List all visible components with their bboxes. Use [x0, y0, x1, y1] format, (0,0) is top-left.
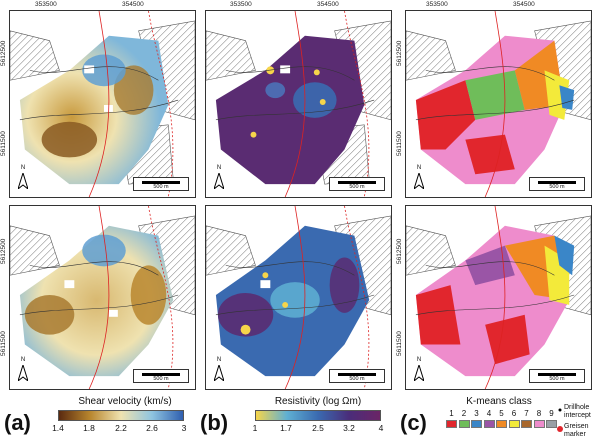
map-panel-kmeans-top: N 500 m: [405, 10, 592, 198]
kmeans-class-swatch: [471, 420, 482, 428]
kmeans-class-number: 9: [549, 409, 554, 418]
y-coord-label: 5612500: [396, 238, 403, 264]
x-coord-label: 353500: [426, 1, 448, 8]
y-coord-label: 5611500: [396, 331, 403, 356]
scale-bar-line: [538, 373, 576, 376]
x-coord-label: 354500: [317, 1, 339, 8]
x-coord-label: 353500: [35, 1, 57, 8]
kmeans-class-number: 7: [524, 409, 529, 418]
colorbar-a-tick: 1.8: [83, 423, 95, 433]
kmeans-class-number: 3: [474, 409, 479, 418]
kmeans-class-swatch: [533, 420, 545, 428]
north-label: N: [216, 357, 222, 363]
kmeans-class-swatch: [483, 420, 495, 428]
scale-bar: 500 m: [529, 177, 585, 191]
kmeans-class-number: 5: [499, 409, 504, 418]
scale-bar-label: 500 m: [153, 376, 169, 382]
panel-label-b: (b): [200, 410, 229, 435]
map-panel-kmeans-bottom: N 500 m: [405, 205, 592, 390]
scale-bar-line: [142, 373, 180, 376]
drillhole-marker-icon: [558, 408, 562, 412]
north-label: N: [20, 165, 26, 171]
colorbar-b-tick: 4: [378, 423, 384, 433]
colorbar-a-tick: 1.4: [52, 423, 64, 433]
map-panel-shear-velocity-bottom: N 500 m: [9, 205, 196, 390]
scale-bar-line: [142, 181, 180, 184]
kmeans-class-number: 1: [449, 409, 454, 418]
y-coord-label: 5611500: [0, 131, 7, 156]
colorbar-b-gradient: [255, 410, 381, 421]
north-arrow-icon: N: [214, 357, 224, 381]
kmeans-class-swatch: [458, 420, 470, 428]
kmeans-class-swatch: [496, 420, 507, 428]
y-coord-label: 5612500: [0, 238, 7, 264]
scale-bar-line: [338, 181, 376, 184]
north-arrow-icon: N: [414, 165, 424, 189]
map-panel-resistivity-top: N 500 m: [205, 10, 392, 198]
shear-velocity-map: [10, 11, 195, 197]
kmeans-legend-title: K-means class: [466, 396, 532, 407]
greisen-marker-icon: [557, 426, 563, 432]
north-arrow-icon: N: [18, 165, 28, 189]
colorbar-b-title: Resistivity (log Ωm): [274, 396, 362, 407]
kmeans-class-swatch: [546, 420, 557, 428]
kmeans-class-number: 6: [511, 409, 517, 418]
north-arrow-icon: N: [214, 165, 224, 189]
kmeans-class-number: 2: [461, 409, 467, 418]
kmeans-map: [406, 206, 591, 389]
colorbar-a-gradient: [58, 410, 184, 421]
kmeans-class-swatch: [521, 420, 532, 428]
scale-bar: 500 m: [329, 369, 385, 383]
scale-bar-line: [338, 373, 376, 376]
scale-bar: 500 m: [133, 369, 189, 383]
greisen-legend-label: Greisen marker: [564, 423, 589, 438]
shear-velocity-map: [10, 206, 195, 389]
scale-bar-label: 500 m: [549, 376, 565, 382]
scale-bar-line: [538, 181, 576, 184]
scale-bar-label: 500 m: [153, 184, 169, 190]
panel-label-a: (a): [4, 410, 31, 435]
north-label: N: [20, 357, 26, 363]
resistivity-map: [206, 11, 391, 197]
y-coord-label: 5611500: [0, 331, 7, 356]
scale-bar: 500 m: [133, 177, 189, 191]
y-coord-label: 5612500: [0, 40, 7, 66]
colorbar-a-tick: 2.2: [115, 423, 127, 433]
kmeans-class-number: 8: [536, 409, 542, 418]
scale-bar-label: 500 m: [349, 376, 365, 382]
x-coord-label: 353500: [230, 1, 252, 8]
colorbar-a-tick: 3: [181, 423, 187, 433]
colorbar-b-tick: 1.7: [280, 423, 292, 433]
north-label: N: [416, 165, 422, 171]
map-panel-resistivity-bottom: N 500 m: [205, 205, 392, 390]
y-coord-label: 5611500: [396, 131, 403, 156]
north-arrow-icon: N: [18, 357, 28, 381]
kmeans-class-swatch: [508, 420, 520, 428]
x-coord-label: 354500: [513, 1, 535, 8]
kmeans-class-swatch: [446, 420, 457, 428]
north-label: N: [416, 357, 422, 363]
drillhole-legend-label: Drillhole intercept: [564, 404, 591, 419]
scale-bar-label: 500 m: [349, 184, 365, 190]
kmeans-map: [406, 11, 591, 197]
panel-label-c: (c): [400, 410, 427, 435]
colorbar-b-tick: 3.2: [343, 423, 355, 433]
colorbar-a-tick: 2.6: [146, 423, 158, 433]
scale-bar: 500 m: [329, 177, 385, 191]
y-coord-label: 5612500: [396, 40, 403, 66]
kmeans-class-number: 4: [486, 409, 492, 418]
colorbar-b-tick: 2.5: [312, 423, 324, 433]
north-label: N: [216, 165, 222, 171]
map-panel-shear-velocity-top: N 500 m: [9, 10, 196, 198]
x-coord-label: 354500: [122, 1, 144, 8]
colorbar-b-tick: 1: [252, 423, 258, 433]
scale-bar-label: 500 m: [549, 184, 565, 190]
north-arrow-icon: N: [414, 357, 424, 381]
scale-bar: 500 m: [529, 369, 585, 383]
colorbar-a-title: Shear velocity (km/s): [78, 396, 172, 407]
resistivity-map: [206, 206, 391, 389]
